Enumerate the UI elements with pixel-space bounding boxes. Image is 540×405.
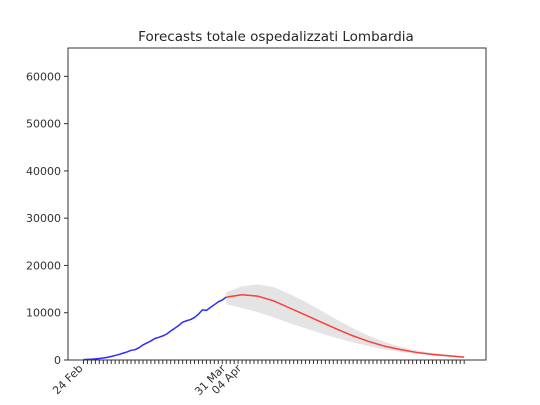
y-tick-label: 10000 (26, 307, 61, 320)
y-tick-label: 40000 (26, 165, 61, 178)
y-tick-label: 50000 (26, 118, 61, 131)
forecast-confidence-band (226, 284, 465, 358)
y-axis: 0 10000 20000 30000 40000 50000 60000 (26, 70, 68, 367)
chart-title: Forecasts totale ospedalizzati Lombardia (138, 29, 414, 45)
forecast-series-line (226, 294, 465, 358)
series-lines-layer (83, 294, 465, 361)
x-tick-label: 24 Feb (50, 362, 85, 397)
y-tick-label: 60000 (26, 70, 61, 83)
y-tick-label: 0 (54, 354, 61, 367)
y-tick-label: 30000 (26, 212, 61, 225)
y-tick-label: 20000 (26, 259, 61, 272)
observed-series-line (83, 296, 227, 361)
plot-area-frame (67, 47, 487, 361)
confidence-band-layer (226, 284, 465, 358)
